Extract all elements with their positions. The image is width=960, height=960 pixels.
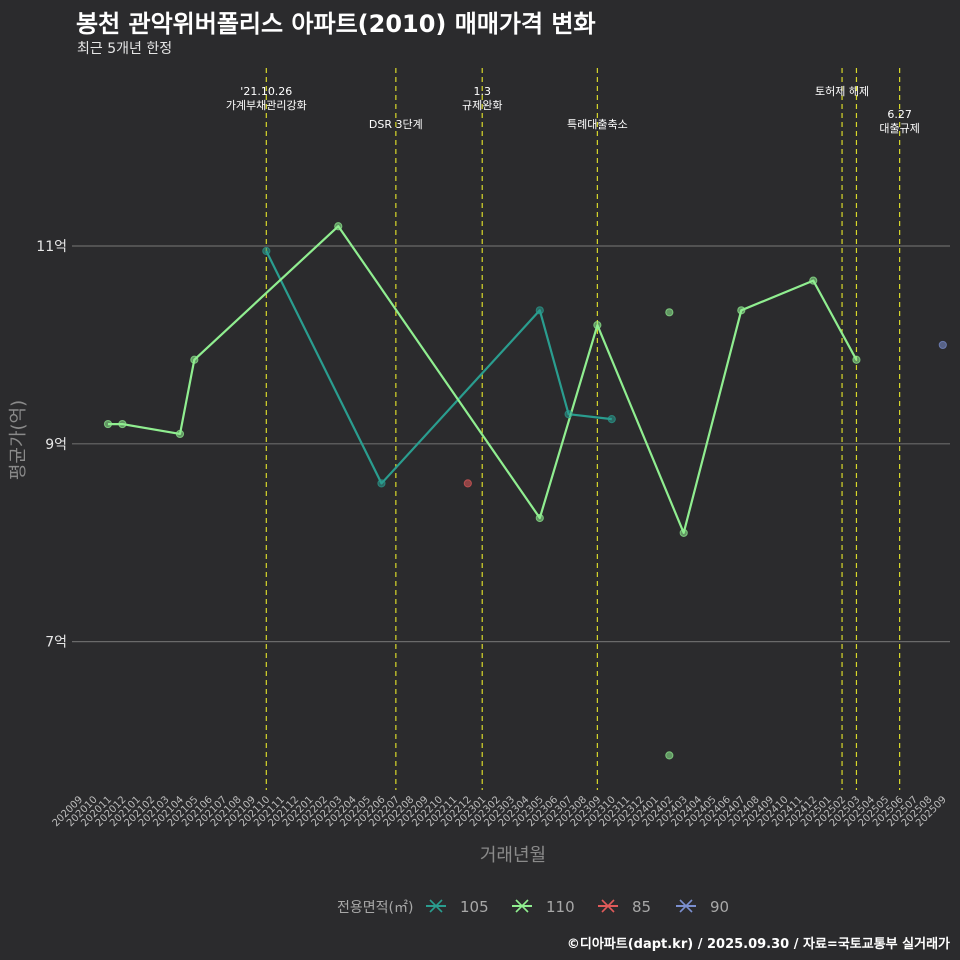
- data-point-110: [737, 306, 746, 315]
- grid-lines: 7억 9억 11억: [36, 239, 950, 651]
- event-label: 토허제 해제: [815, 84, 869, 98]
- y-tick-label: 11억: [36, 239, 67, 255]
- legend-swatch-cross: [679, 899, 693, 913]
- legend-swatch-cross: [429, 899, 443, 913]
- event-label: 대출규제: [879, 122, 919, 135]
- legend-item-85: 85: [598, 898, 651, 916]
- data-point-110: [809, 276, 818, 285]
- data-point-105: [564, 410, 573, 419]
- event-label: 가계부채관리강화: [226, 99, 307, 112]
- data-point-105: [262, 246, 271, 256]
- legend-item-105: 105: [426, 898, 489, 916]
- legend-label: 85: [632, 898, 651, 916]
- legend-label: 90: [710, 898, 729, 916]
- y-tick-label: 9억: [45, 437, 67, 453]
- data-point-90: [938, 340, 947, 350]
- data-point-110: [852, 355, 861, 364]
- data-point-110: [665, 751, 674, 760]
- event-label: 6.27: [887, 108, 912, 121]
- chart-title: 봉천 관악위버폴리스 아파트(2010) 매매가격 변화: [76, 10, 596, 38]
- data-point-110: [593, 321, 602, 330]
- data-point-110: [190, 355, 199, 364]
- data-point-110: [118, 419, 127, 429]
- event-label: DSR 3단계: [369, 118, 423, 131]
- legend-label: 110: [546, 898, 575, 916]
- source-caption: ©디아파트(dapt.kr) / 2025.09.30 / 자료=국토교통부 실…: [566, 937, 950, 952]
- data-point-110: [679, 528, 688, 537]
- data-point-85: [463, 479, 472, 488]
- event-label: 특례대출축소: [567, 118, 628, 131]
- y-tick-label: 7억: [45, 635, 67, 651]
- data-point-110: [665, 308, 674, 317]
- legend-item-90: 90: [676, 898, 729, 916]
- event-label: 1.3: [473, 85, 491, 98]
- axis-labels: 평균가(억) 거래년월 2020092020102020112020122021…: [8, 400, 949, 866]
- data-points: [103, 222, 947, 760]
- data-point-105: [377, 479, 386, 488]
- data-point-105: [535, 306, 544, 315]
- legend-title: 전용면적(㎡): [337, 900, 413, 916]
- data-point-105: [607, 415, 616, 424]
- event-label: 규제완화: [462, 99, 502, 112]
- legend-swatch-cross: [515, 899, 529, 913]
- data-point-110: [334, 222, 343, 231]
- event-label: '21.10.26: [240, 85, 292, 98]
- chart-subtitle: 최근 5개년 한정: [77, 41, 173, 57]
- legend-label: 105: [460, 898, 489, 916]
- legend-item-110: 110: [512, 898, 575, 916]
- data-point-110: [535, 513, 544, 523]
- legend: 전용면적(㎡) 105 110 85 90: [337, 898, 729, 916]
- data-point-110: [103, 419, 113, 429]
- y-axis-title: 평균가(억): [8, 400, 29, 480]
- data-point-110: [175, 429, 185, 439]
- x-axis-title: 거래년월: [480, 845, 546, 866]
- legend-swatch-cross: [601, 899, 615, 913]
